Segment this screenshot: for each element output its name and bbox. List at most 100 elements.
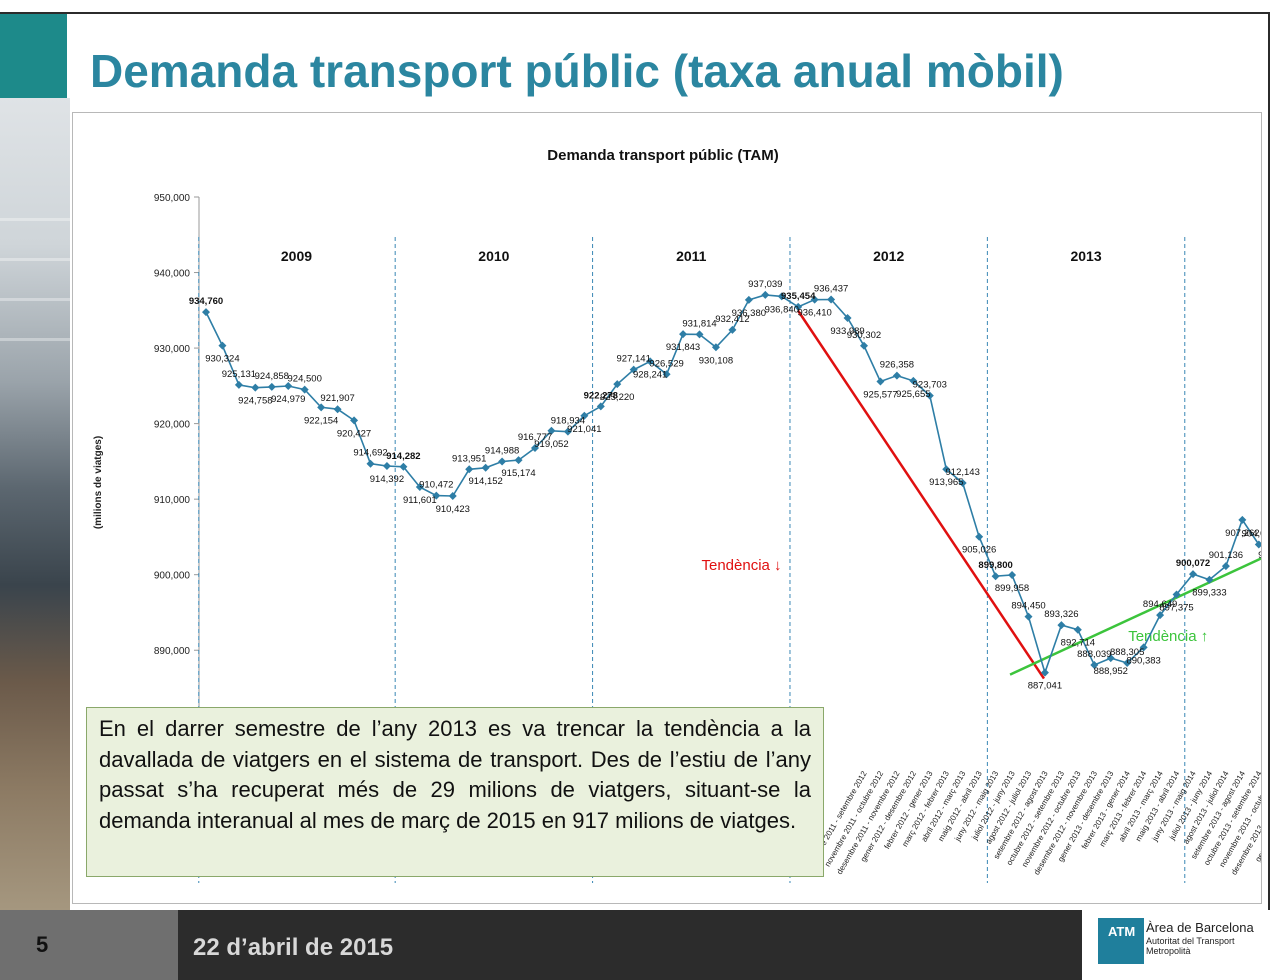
data-point <box>514 456 523 465</box>
data-label: 923,703 <box>913 380 947 391</box>
data-label: 925,220 <box>600 392 634 403</box>
data-label: 936,380 <box>732 308 766 319</box>
data-point <box>218 341 227 350</box>
data-point <box>1040 668 1049 677</box>
data-point <box>547 426 556 435</box>
data-point <box>991 572 1000 581</box>
data-label: 911,601 <box>403 495 437 506</box>
data-label: 924,500 <box>288 374 322 385</box>
data-point <box>876 377 885 386</box>
data-point <box>1123 659 1132 668</box>
year-label: 2011 <box>676 248 707 264</box>
trend-down-line <box>797 310 1045 680</box>
data-label: 925,655 <box>896 389 930 400</box>
data-label: 931,814 <box>682 318 716 329</box>
data-point <box>1090 661 1099 670</box>
data-point <box>728 325 737 334</box>
data-point <box>284 382 293 391</box>
data-point <box>1156 611 1165 620</box>
y-tick-label: 950,000 <box>154 193 191 204</box>
data-label: 915,174 <box>501 468 535 479</box>
data-label: 932,412 <box>715 314 749 325</box>
data-label: 910,472 <box>419 480 453 491</box>
data-label: 899,800 <box>978 560 1012 571</box>
teal-accent-block <box>0 14 67 98</box>
data-label: 907,262 <box>1225 528 1259 539</box>
data-point <box>580 411 589 420</box>
data-label: 888,039 <box>1077 649 1111 660</box>
data-label: 914,692 <box>353 448 387 459</box>
y-tick-label: 940,000 <box>154 269 191 280</box>
data-point <box>531 443 539 452</box>
data-point <box>1238 515 1247 524</box>
y-tick-label: 930,000 <box>154 344 191 355</box>
data-point <box>1221 562 1230 571</box>
data-label: 936,437 <box>814 283 848 294</box>
data-label: 918,934 <box>551 416 585 427</box>
data-label: 892,714 <box>1061 638 1095 649</box>
data-label: 904,003 <box>1242 528 1261 539</box>
data-label: 925,577 <box>863 389 897 400</box>
data-label: 924,858 <box>255 371 289 382</box>
data-label: 900,072 <box>1176 558 1210 569</box>
data-point <box>777 292 786 301</box>
data-point <box>1024 612 1033 621</box>
footer-date: 22 d’abril de 2015 <box>193 934 394 961</box>
data-point <box>662 370 671 379</box>
series-line <box>205 294 1261 676</box>
data-label: 922,154 <box>304 415 338 426</box>
y-axis-label: (milions de viatges) <box>93 436 104 529</box>
summary-note: En el darrer semestre de l’any 2013 es v… <box>86 707 824 877</box>
data-label: 905,026 <box>962 545 996 556</box>
data-label: 914,282 <box>386 451 420 462</box>
data-label: 928,241 <box>633 369 667 380</box>
data-point <box>975 532 984 541</box>
data-point <box>498 457 507 466</box>
data-label: 921,041 <box>567 424 601 435</box>
atm-logo-text: ATM <box>1108 924 1136 939</box>
logo-line-2: Autoritat del Transport <box>1146 936 1235 946</box>
data-point <box>810 295 819 304</box>
data-label: 914,392 <box>370 474 404 485</box>
data-point <box>843 313 852 322</box>
station-photo-strip <box>0 98 70 910</box>
data-label: 930,324 <box>205 354 239 365</box>
data-label: 925,131 <box>222 369 256 380</box>
y-tick-label: 910,000 <box>154 495 191 506</box>
data-label: 897,375 <box>1159 603 1193 614</box>
data-point <box>646 357 655 366</box>
data-point <box>1139 643 1148 652</box>
data-point <box>596 402 605 411</box>
trend-down-label: Tendència ↓ <box>702 557 782 574</box>
data-point <box>1205 575 1214 584</box>
top-frame-line <box>0 12 1270 14</box>
year-label: 2013 <box>1070 248 1101 264</box>
data-point <box>1008 571 1017 580</box>
year-label: 2010 <box>478 248 509 264</box>
data-point <box>860 341 868 350</box>
data-label: 894,450 <box>1011 601 1045 612</box>
chart-title: Demanda transport públic (TAM) <box>547 147 778 164</box>
year-label: 2009 <box>281 248 312 264</box>
data-point <box>711 343 720 352</box>
trend-up-label: Tendència ↑ <box>1128 628 1208 645</box>
data-point <box>942 465 951 474</box>
data-point <box>909 376 918 385</box>
data-label: 899,958 <box>995 583 1029 594</box>
data-point <box>366 459 375 468</box>
data-point <box>317 403 326 412</box>
data-point <box>202 308 210 317</box>
logo-line-3: Metropolità <box>1146 946 1191 956</box>
data-label: 888,952 <box>1094 666 1128 677</box>
data-label: 930,302 <box>847 330 881 341</box>
data-label: 937,039 <box>748 279 782 290</box>
page-number: 5 <box>36 932 49 957</box>
data-point <box>761 290 770 299</box>
data-label: 888,305 <box>1110 647 1144 658</box>
data-point <box>563 427 572 436</box>
y-tick-label: 890,000 <box>154 646 191 657</box>
data-point <box>234 380 243 389</box>
data-label: 887,041 <box>1028 681 1062 692</box>
line-chart: Demanda transport públic (TAM) 950,000 940… <box>93 147 1261 883</box>
data-label: 899,333 <box>1192 588 1226 599</box>
